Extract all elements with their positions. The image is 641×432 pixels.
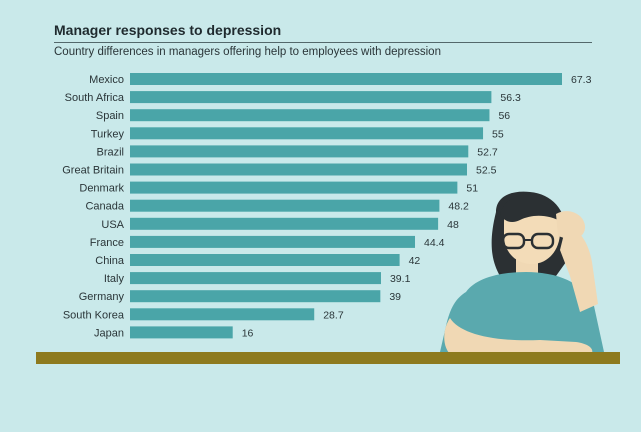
category-label: Spain xyxy=(96,110,124,122)
resting-arm-shape xyxy=(444,318,593,356)
value-label: 52.5 xyxy=(476,165,497,177)
depressed-woman-illustration xyxy=(440,191,604,356)
bar-group xyxy=(130,73,562,339)
category-label: France xyxy=(90,237,124,249)
category-label: Germany xyxy=(79,291,125,303)
category-labels: Mexico South Africa Spain Turkey Brazil Great… xyxy=(62,74,125,339)
bar-france xyxy=(130,235,416,248)
bar-south-korea xyxy=(130,308,315,321)
bar-mexico xyxy=(130,73,562,85)
category-label: Japan xyxy=(94,327,124,339)
category-label: Denmark xyxy=(79,183,124,195)
bar-denmark xyxy=(130,181,458,194)
value-label: 39 xyxy=(389,291,401,303)
value-label: 44.4 xyxy=(424,237,445,249)
bar-brazil xyxy=(130,145,469,158)
bar-germany xyxy=(130,290,381,303)
value-label: 16 xyxy=(242,327,254,339)
title-divider xyxy=(54,42,592,43)
category-label: Italy xyxy=(104,273,125,285)
hand-on-head-shape xyxy=(556,211,586,240)
value-label: 67.3 xyxy=(571,74,592,86)
value-label: 56 xyxy=(498,110,510,122)
value-label: 52.7 xyxy=(477,146,498,158)
chart-subtitle: Country differences in managers offering… xyxy=(54,46,441,58)
shirt-shape xyxy=(440,272,604,352)
category-label: Canada xyxy=(85,201,124,213)
category-label: Great Britain xyxy=(62,165,124,177)
fringe-shape xyxy=(500,194,562,222)
bar-south-africa xyxy=(130,91,492,104)
bar-turkey xyxy=(130,127,484,140)
bar-spain xyxy=(130,109,490,122)
category-label: Mexico xyxy=(89,74,124,86)
value-label: 39.1 xyxy=(390,273,411,285)
value-label: 55 xyxy=(492,128,504,140)
bar-great-britain xyxy=(130,163,467,176)
desk-bar xyxy=(36,352,620,364)
value-label: 48.2 xyxy=(448,201,469,213)
value-label: 51 xyxy=(466,183,478,195)
category-label: Brazil xyxy=(96,146,124,158)
category-label: South Korea xyxy=(63,309,125,321)
bar-japan xyxy=(130,326,233,339)
value-label: 48 xyxy=(447,219,459,231)
bar-usa xyxy=(130,217,439,230)
value-label: 42 xyxy=(409,255,421,267)
bar-italy xyxy=(130,272,381,285)
chart-title: Manager responses to depression xyxy=(54,22,282,38)
raised-arm-shape xyxy=(560,226,598,312)
bar-china xyxy=(130,254,400,266)
category-label: Turkey xyxy=(91,128,125,140)
value-label: 28.7 xyxy=(323,309,344,321)
category-label: USA xyxy=(101,219,124,231)
glasses-icon xyxy=(501,232,555,250)
bar-canada xyxy=(130,199,440,212)
category-label: China xyxy=(95,255,125,267)
value-label: 56.3 xyxy=(500,92,521,104)
category-label: South Africa xyxy=(65,92,125,104)
